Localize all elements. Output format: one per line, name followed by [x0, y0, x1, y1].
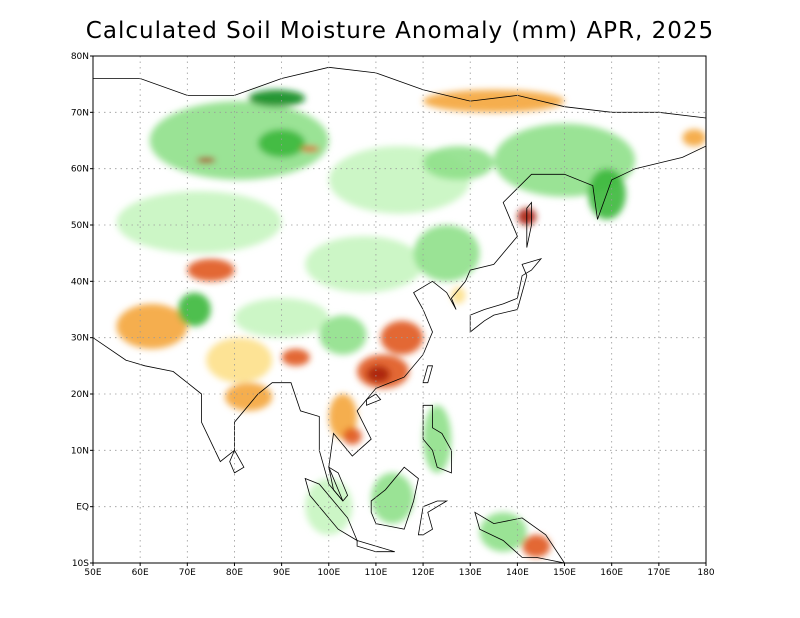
anomaly-india-central-dry — [225, 382, 273, 411]
lon-tick-label: 130E — [459, 568, 482, 578]
lon-tick-label: 160E — [600, 568, 623, 578]
anomaly-kazakh-east-dry — [187, 258, 235, 282]
lon-tick-label: 50E — [84, 568, 101, 578]
lon-tick-label: 180 — [697, 568, 714, 578]
lon-tick-label: 120E — [412, 568, 435, 578]
latitude-axis: 10S EQ 10N 20N 30N 40N 50N 60N 70N 80N — [71, 52, 93, 569]
anomaly-pakistan-wet — [177, 292, 211, 327]
land-japan — [470, 258, 541, 332]
anomaly-yenisei-dry — [300, 146, 320, 152]
coastline-malaya — [328, 466, 349, 502]
anomaly-new-guinea-dry — [522, 534, 551, 558]
lat-tick-label: 40N — [71, 277, 89, 287]
land-hainan — [366, 394, 381, 406]
coastline-eurasia — [93, 66, 706, 502]
anomaly-iran-dry — [116, 303, 188, 349]
coastline-newguinea — [474, 511, 565, 563]
land-taiwan — [423, 365, 433, 383]
land-srilanka — [229, 450, 244, 473]
land-sulawesi — [418, 501, 447, 535]
coastline-philippines — [422, 404, 452, 474]
anomaly-philippines-wet — [423, 405, 452, 473]
coastline-sakhalin — [526, 201, 532, 248]
lon-tick-label: 110E — [364, 568, 387, 578]
lon-tick-label: 70E — [179, 568, 196, 578]
plot-frame — [92, 55, 707, 564]
lat-tick-label: EQ — [76, 503, 89, 513]
lat-tick-label: 60N — [71, 165, 89, 175]
anomaly-kazakh-wet — [116, 191, 282, 254]
anomaly-manchuria-wet — [413, 225, 480, 282]
anomaly-bangladesh-dry — [281, 348, 310, 366]
lon-tick-label: 140E — [506, 568, 529, 578]
anomaly-tibet-wet — [234, 298, 329, 338]
coastline-hainan — [366, 393, 382, 406]
lon-tick-label: 90E — [273, 568, 290, 578]
lon-tick-label: 100E — [317, 568, 340, 578]
lon-tick-label: 150E — [553, 568, 576, 578]
coastline-sulawesi — [417, 500, 449, 536]
anomaly-chukotka-dry — [682, 129, 706, 147]
lat-tick-label: 20N — [71, 390, 89, 400]
anomaly-india-north-dry — [206, 337, 273, 383]
coastline-srilanka — [229, 449, 245, 474]
anomaly-borneo-wet — [371, 472, 414, 524]
coastline-taiwan — [422, 365, 434, 384]
coastline-java — [356, 539, 395, 553]
anomaly-cambodia-dry — [342, 427, 362, 445]
lat-tick-label: 70N — [71, 108, 89, 118]
longitude-axis: 50E 60E 70E 80E 90E 100E 110E 120E 130E 140E 150E 1… — [84, 563, 715, 578]
anomaly-siberia-west-wet — [149, 101, 329, 180]
anomaly-mongolia-china-wet — [305, 236, 423, 293]
anomaly-korea-dry — [451, 287, 466, 304]
anomaly-indochina-dry — [328, 394, 357, 439]
lon-tick-label: 80E — [226, 568, 243, 578]
coastline-japan — [469, 258, 543, 333]
lat-tick-label: 10N — [71, 446, 89, 456]
map-title: Calculated Soil Moisture Anomaly (mm) AP… — [85, 18, 715, 44]
coastline-layer — [93, 66, 706, 563]
anomaly-blobs — [116, 89, 706, 558]
lat-tick-label: 50N — [71, 221, 89, 231]
lon-tick-label: 60E — [132, 568, 149, 578]
coastline-borneo — [370, 466, 419, 530]
anomaly-layer — [116, 89, 706, 558]
anomaly-guangxi-extreme-dry — [366, 365, 391, 383]
anomaly-sichuan-wet — [319, 315, 367, 355]
anomaly-taymyr-wet — [248, 89, 306, 107]
lon-tick-label: 170E — [647, 568, 670, 578]
lat-tick-label: 30N — [71, 334, 89, 344]
lat-tick-label: 80N — [71, 52, 89, 62]
anomaly-yakutia-wet — [423, 146, 494, 180]
lat-tick-label: 10S — [72, 559, 89, 569]
anomaly-arctic-coast-dry — [423, 89, 565, 113]
anomaly-sumatra-wet — [305, 478, 353, 535]
gridlines — [93, 56, 706, 563]
anomaly-siberia-central-wet — [258, 129, 306, 158]
anomaly-ob-dry — [196, 157, 216, 163]
